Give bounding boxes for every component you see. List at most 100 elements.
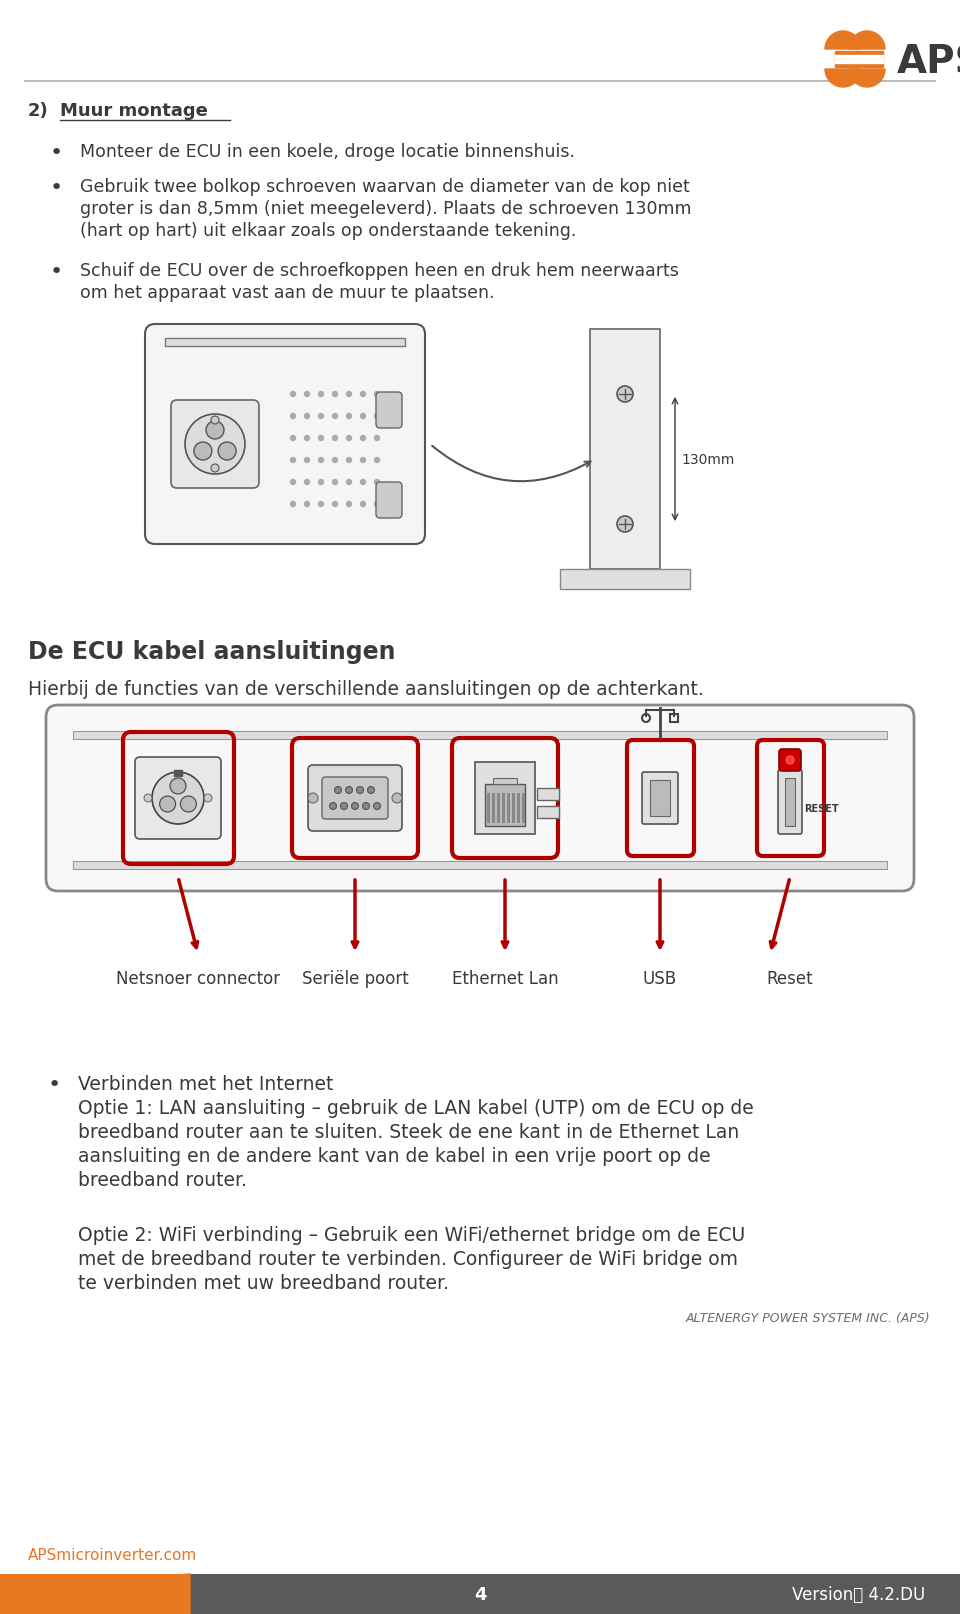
Bar bbox=[835, 52, 883, 68]
Text: De ECU kabel aansluitingen: De ECU kabel aansluitingen bbox=[28, 639, 396, 663]
Text: Gebruik twee bolkop schroeven waarvan de diameter van de kop niet: Gebruik twee bolkop schroeven waarvan de… bbox=[80, 178, 689, 195]
Text: Ethernet Lan: Ethernet Lan bbox=[452, 970, 559, 988]
Bar bbox=[73, 731, 887, 739]
Text: Verbinden met het Internet: Verbinden met het Internet bbox=[78, 1075, 333, 1093]
FancyBboxPatch shape bbox=[376, 392, 402, 429]
Circle shape bbox=[374, 458, 379, 463]
Wedge shape bbox=[825, 32, 861, 50]
Circle shape bbox=[363, 804, 370, 810]
Circle shape bbox=[144, 794, 152, 802]
Circle shape bbox=[356, 788, 364, 794]
Bar bbox=[670, 715, 678, 723]
Bar bbox=[560, 570, 690, 589]
FancyBboxPatch shape bbox=[642, 773, 678, 825]
Bar bbox=[590, 329, 660, 570]
Circle shape bbox=[617, 516, 633, 533]
Circle shape bbox=[374, 502, 379, 507]
Circle shape bbox=[361, 392, 366, 397]
FancyBboxPatch shape bbox=[135, 757, 221, 839]
Circle shape bbox=[332, 436, 338, 441]
Circle shape bbox=[211, 416, 219, 424]
Circle shape bbox=[374, 436, 379, 441]
Circle shape bbox=[374, 415, 379, 420]
Circle shape bbox=[373, 804, 380, 810]
Text: •: • bbox=[48, 1075, 61, 1094]
Text: aansluiting en de andere kant van de kabel in een vrije poort op de: aansluiting en de andere kant van de kab… bbox=[78, 1146, 710, 1165]
Circle shape bbox=[361, 502, 366, 507]
Text: breedband router.: breedband router. bbox=[78, 1170, 247, 1190]
Circle shape bbox=[291, 502, 296, 507]
Circle shape bbox=[368, 788, 374, 794]
FancyBboxPatch shape bbox=[171, 400, 259, 489]
Circle shape bbox=[786, 757, 794, 765]
Text: om het apparaat vast aan de muur te plaatsen.: om het apparaat vast aan de muur te plaa… bbox=[80, 284, 494, 302]
Bar bbox=[537, 807, 559, 818]
Circle shape bbox=[304, 458, 309, 463]
Text: Netsnoer connector: Netsnoer connector bbox=[116, 970, 280, 988]
Bar bbox=[507, 794, 510, 823]
Circle shape bbox=[170, 778, 186, 794]
Circle shape bbox=[185, 415, 245, 475]
Circle shape bbox=[194, 442, 212, 460]
Circle shape bbox=[206, 421, 224, 439]
Circle shape bbox=[159, 796, 176, 812]
Bar bbox=[497, 794, 499, 823]
Circle shape bbox=[332, 481, 338, 486]
Circle shape bbox=[291, 436, 296, 441]
Circle shape bbox=[334, 788, 342, 794]
Circle shape bbox=[374, 481, 379, 486]
Text: RESET: RESET bbox=[804, 804, 839, 813]
Circle shape bbox=[319, 502, 324, 507]
Text: Hierbij de functies van de verschillende aansluitingen op de achterkant.: Hierbij de functies van de verschillende… bbox=[28, 679, 704, 699]
Circle shape bbox=[319, 458, 324, 463]
FancyBboxPatch shape bbox=[308, 765, 402, 831]
Text: (hart op hart) uit elkaar zoals op onderstaande tekening.: (hart op hart) uit elkaar zoals op onder… bbox=[80, 221, 576, 240]
Circle shape bbox=[319, 415, 324, 420]
Text: Reset: Reset bbox=[767, 970, 813, 988]
Circle shape bbox=[361, 458, 366, 463]
Text: 4: 4 bbox=[473, 1585, 487, 1603]
Wedge shape bbox=[825, 69, 861, 87]
Circle shape bbox=[347, 502, 351, 507]
Text: APSmicroinverter.com: APSmicroinverter.com bbox=[28, 1548, 197, 1562]
Bar bbox=[522, 794, 524, 823]
Circle shape bbox=[617, 387, 633, 404]
Text: te verbinden met uw breedband router.: te verbinden met uw breedband router. bbox=[78, 1273, 449, 1293]
FancyBboxPatch shape bbox=[475, 762, 535, 834]
FancyBboxPatch shape bbox=[46, 705, 914, 891]
Bar bbox=[165, 339, 405, 347]
Wedge shape bbox=[150, 1574, 190, 1614]
Bar bbox=[174, 770, 182, 776]
Bar bbox=[650, 781, 670, 817]
Circle shape bbox=[308, 794, 318, 804]
Circle shape bbox=[304, 415, 309, 420]
Circle shape bbox=[374, 392, 379, 397]
Circle shape bbox=[392, 794, 402, 804]
Bar bbox=[517, 794, 519, 823]
Circle shape bbox=[341, 804, 348, 810]
Circle shape bbox=[291, 415, 296, 420]
Circle shape bbox=[329, 804, 337, 810]
Circle shape bbox=[332, 502, 338, 507]
Text: 2): 2) bbox=[28, 102, 49, 119]
Circle shape bbox=[218, 442, 236, 460]
FancyBboxPatch shape bbox=[779, 749, 801, 771]
Text: Optie 2: WiFi verbinding – Gebruik een WiFi/ethernet bridge om de ECU: Optie 2: WiFi verbinding – Gebruik een W… bbox=[78, 1225, 745, 1244]
Circle shape bbox=[152, 773, 204, 825]
Bar bbox=[835, 56, 883, 65]
Circle shape bbox=[347, 392, 351, 397]
Circle shape bbox=[291, 458, 296, 463]
Circle shape bbox=[361, 436, 366, 441]
Text: •: • bbox=[50, 144, 63, 163]
Circle shape bbox=[361, 415, 366, 420]
Bar bbox=[190, 1574, 960, 1614]
Circle shape bbox=[304, 481, 309, 486]
Circle shape bbox=[211, 465, 219, 473]
Bar bbox=[493, 778, 517, 784]
Text: ALTENERGY POWER SYSTEM INC. (APS): ALTENERGY POWER SYSTEM INC. (APS) bbox=[685, 1311, 930, 1323]
Bar bbox=[537, 789, 559, 801]
Circle shape bbox=[346, 788, 352, 794]
Circle shape bbox=[291, 392, 296, 397]
Text: USB: USB bbox=[643, 970, 677, 988]
Circle shape bbox=[319, 392, 324, 397]
